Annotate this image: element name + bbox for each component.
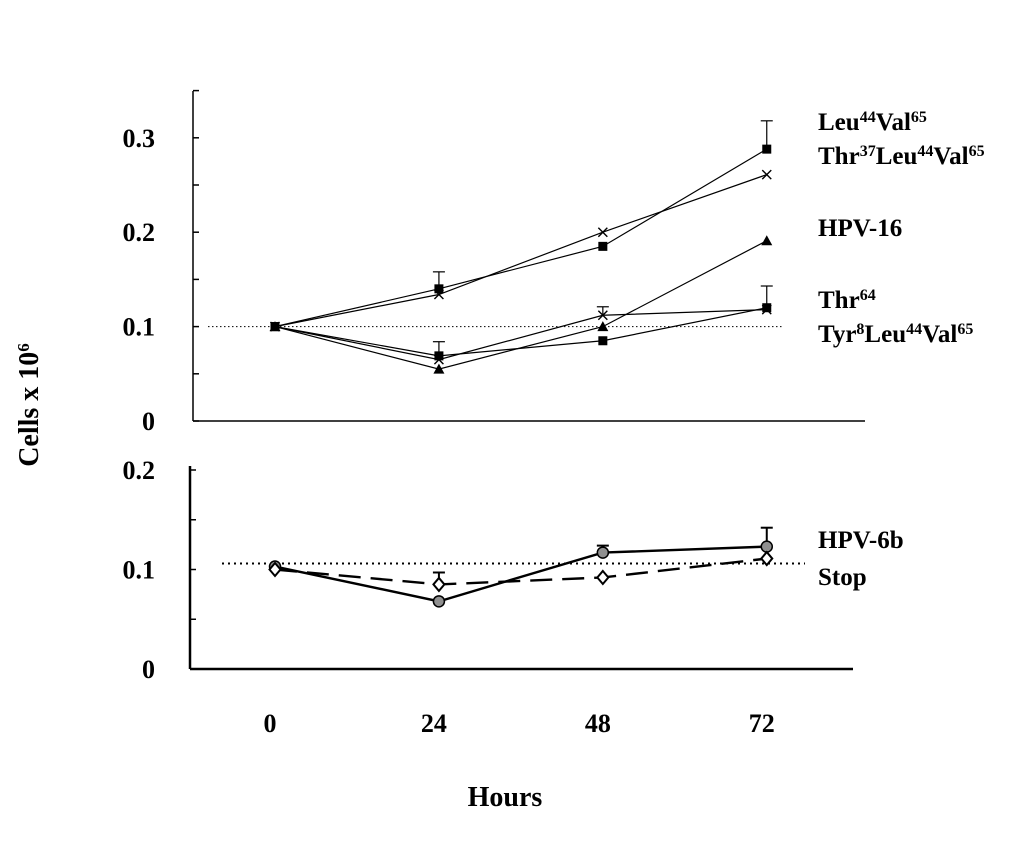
series-line [274,309,767,361]
data-point [597,321,609,332]
x-tick-label: 0 [264,709,277,738]
data-point [597,227,608,238]
series-label: HPV-16 [818,215,902,242]
y-tick-label: 0.2 [123,456,156,485]
series-label: Tyr8Leu44Val65 [818,321,973,349]
series-label: Thr64 [818,287,876,315]
data-point [432,595,446,608]
series-line [274,148,768,328]
series-line [274,307,767,357]
y-tick-label: 0.2 [123,218,156,247]
bottom-panel: 0 0.1 0.2 HPV-6b Stop [123,456,904,684]
x-tick-label: 24 [421,709,447,738]
x-axis-tick-labels: 0 24 48 72 [264,709,775,738]
data-point [761,169,772,180]
series-3: Thr64 [270,285,876,365]
data-point [268,561,282,578]
series-label: Thr37Leu44Val65 [818,143,985,171]
series-line [274,174,767,328]
data-point [270,322,280,332]
data-point [596,546,610,559]
data-point [761,235,773,246]
x-axis-title: Hours [468,782,543,813]
series-0: Leu44Val65 [270,109,927,332]
series-line [274,240,768,370]
series-line [274,557,767,586]
data-point [434,284,444,294]
data-point [759,550,774,567]
data-point [760,540,774,553]
data-point [762,144,772,154]
series-line [274,545,767,603]
y-tick-label: 0.3 [123,124,156,153]
data-point [598,241,608,251]
y-axis-title: Cells x 106 [14,343,46,467]
x-tick-label: 48 [585,709,611,738]
series-1: Stop [268,550,867,593]
y-tick-label: 0 [142,655,155,684]
series-label: Stop [818,564,867,591]
data-point [598,336,608,346]
data-point [596,569,610,586]
top-panel: 0 0.1 0.2 0.3 Leu44Val65 Thr37Leu44Val65 HPV-1… [123,89,985,436]
data-point [434,351,444,361]
y-tick-label: 0 [142,407,155,436]
data-point [597,310,608,321]
y-tick-label: 0.1 [123,313,156,342]
series-0: HPV-6b [268,526,904,608]
series-4: Tyr8Leu44Val65 [270,303,973,361]
series-label: Leu44Val65 [818,109,927,137]
data-point [432,576,446,593]
data-point [433,363,445,374]
series-label: HPV-6b [818,527,904,554]
data-point [762,303,772,313]
x-tick-label: 72 [749,709,775,738]
data-point [433,289,444,300]
series-1: Thr37Leu44Val65 [270,143,985,332]
y-tick-label: 0.1 [123,556,156,585]
